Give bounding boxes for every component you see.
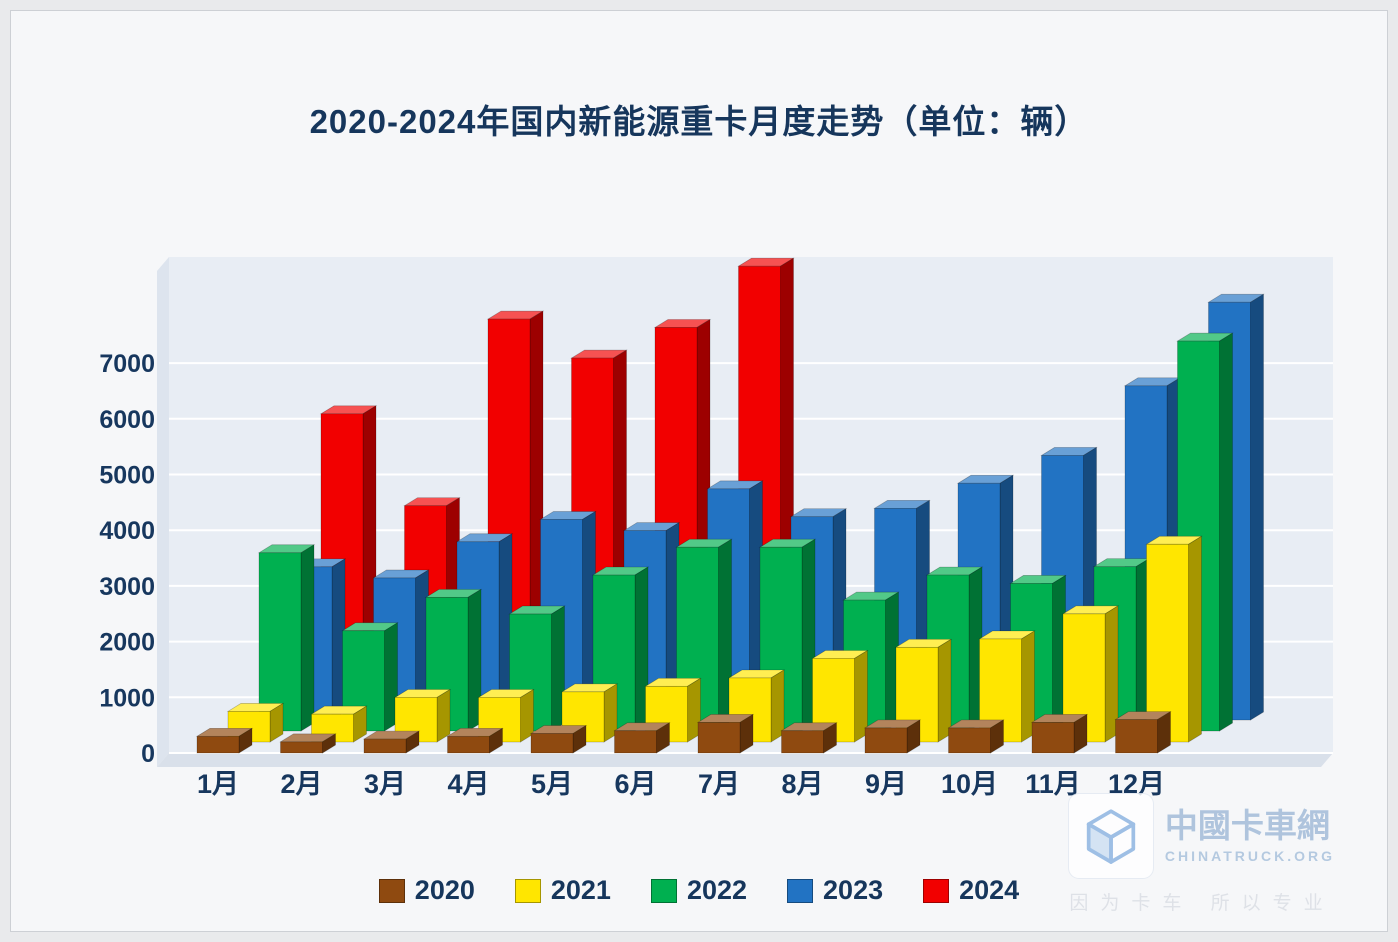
y-tick-label-6000: 6000 [99,406,155,434]
legend-swatch-2022 [650,878,677,903]
bar-2020-4月 [447,735,490,754]
x-tick-label-9: 9月 [865,769,907,799]
legend-label-2024: 2024 [959,875,1020,905]
bar-chart-3d: 0 1000 2000 3000 4000 5000 6000 7000 1月 2月 3月 4月 5月 6… [99,257,1333,799]
brand-name-cn: 中國卡車網 [1164,807,1330,845]
x-tick-label-8: 8月 [781,769,823,799]
cube-logo-icon [1086,809,1136,864]
bar-2020-12月 [1115,719,1158,754]
x-tick-label-4: 4月 [447,769,489,799]
bar-2020-9月 [864,727,908,754]
bar-2020-1月 [196,735,240,754]
chart-title: 2020-2024年国内新能源重卡月度走势（单位：辆） [309,103,1089,140]
bar-2021-12月-side [1188,535,1202,743]
legend-item-2024: 2024 [923,875,1019,906]
chart-legend: 2020 2021 2022 2023 2024 [11,875,1387,906]
legend-label-2021: 2021 [550,875,611,905]
x-tick-label-7: 7月 [698,769,740,799]
y-tick-label-5000: 5000 [99,462,155,490]
legend-item-2021: 2021 [514,875,611,906]
legend-swatch-2021 [514,878,541,903]
x-tick-label-10: 10月 [941,769,998,799]
y-tick-label-7000: 7000 [99,350,155,378]
brand-name-en: CHINATRUCK.ORG [1164,847,1335,864]
bar-2021-9月-side [937,638,952,743]
legend-label-2020: 2020 [414,875,475,905]
bar-2020-8月 [781,730,824,754]
legend-item-2023: 2023 [787,875,883,906]
y-tick-label-4000: 4000 [99,517,155,545]
bar-2020-11月 [1031,722,1075,754]
x-tick-label-3: 3月 [364,769,406,799]
legend-swatch-2023 [787,878,814,903]
legend-label-2023: 2023 [823,875,884,905]
y-tick-label-3000: 3000 [99,573,155,601]
bar-2020-2月 [280,741,323,754]
legend-item-2022: 2022 [650,875,748,906]
chart-card: 2020-2024年国内新能源重卡月度走势（单位：辆） 0 1000 2000 300… [10,10,1388,932]
x-tick-label-2: 2月 [280,769,322,799]
x-tick-label-11: 11月 [1025,769,1081,799]
bar-2020-5月 [530,733,574,754]
plot-side-wall [157,257,169,767]
bar-2022-1月-side [300,544,315,732]
bar-2020-10月 [948,727,991,754]
bar-2020-7月 [697,722,741,754]
y-tick-label-2000: 2000 [99,629,155,657]
legend-swatch-2024 [923,878,950,903]
legend-swatch-2020 [378,878,405,903]
legend-label-2022: 2022 [686,875,748,905]
y-tick-label-0: 0 [141,740,155,768]
chinatruck-logo-box [1068,794,1153,878]
y-tick-label-1000: 1000 [99,684,155,712]
brand-tagline: 因为卡车 所以专业 [1069,893,1335,914]
plot-floor [157,753,1333,767]
bar-2022-12月-side [1219,332,1233,732]
legend-item-2020: 2020 [378,875,475,906]
bar-2021-3月-side [436,688,451,743]
bar-2023-12月-side [1250,293,1264,721]
bar-2020-3月 [363,738,407,754]
chinatruck-watermark: 中國卡車網 CHINATRUCK.ORG 因为卡车 所以专业 [1068,794,1335,915]
x-tick-label-5: 5月 [531,769,573,799]
bar-2020-6月 [614,730,657,754]
x-tick-label-1: 1月 [197,769,239,799]
x-tick-label-6: 6月 [614,769,656,799]
